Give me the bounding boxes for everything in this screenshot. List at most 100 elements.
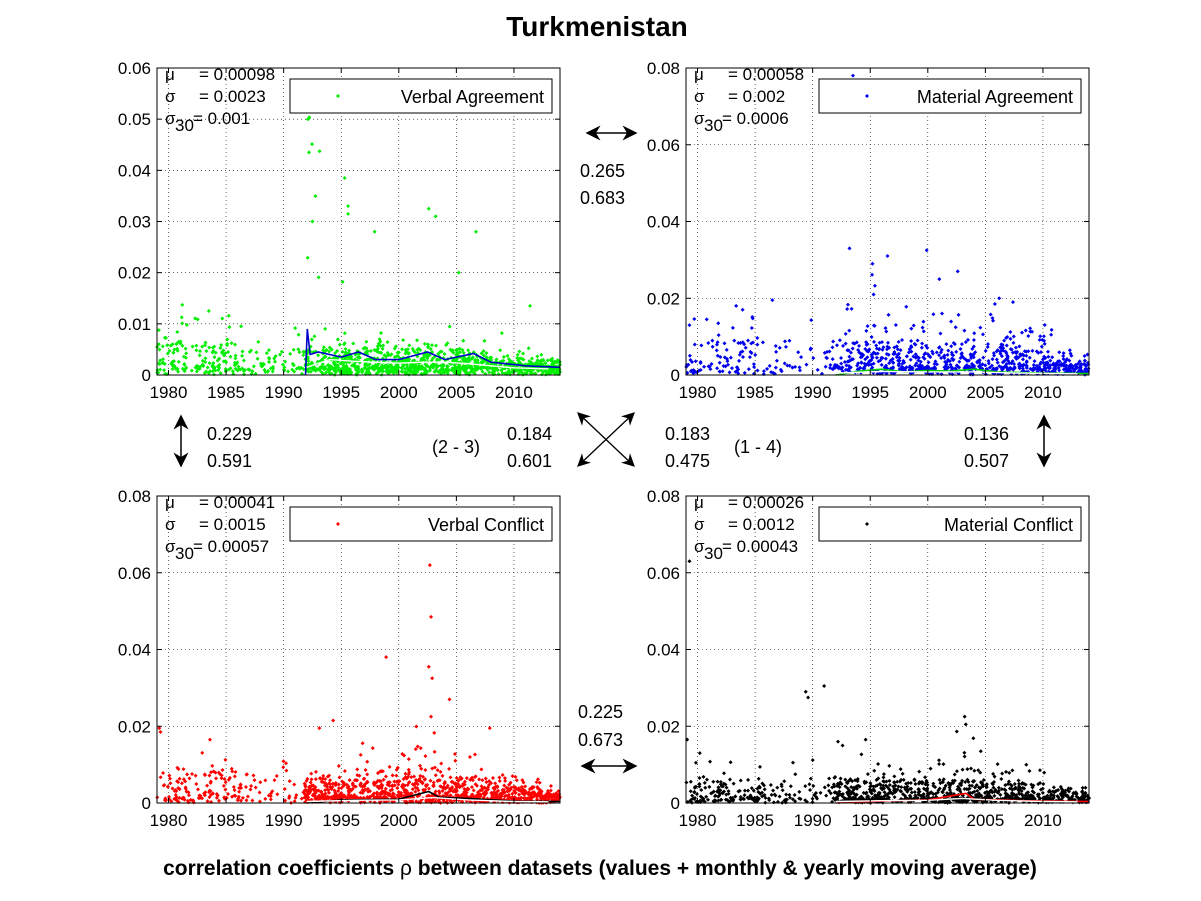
data-point xyxy=(226,349,231,354)
data-point xyxy=(847,328,852,333)
data-point xyxy=(1017,344,1022,349)
data-point xyxy=(486,365,491,370)
data-point xyxy=(175,779,180,784)
data-point xyxy=(1056,365,1061,370)
data-point xyxy=(870,365,875,370)
x-tick-label: 2005 xyxy=(966,383,1004,402)
data-point xyxy=(313,777,318,782)
data-point xyxy=(1041,360,1046,365)
data-point xyxy=(1004,364,1009,369)
y-tick-label: 0.04 xyxy=(647,213,680,232)
data-point xyxy=(1020,366,1025,371)
data-point xyxy=(167,773,172,778)
sigma-symbol: σ xyxy=(165,87,176,106)
data-point xyxy=(1030,329,1035,334)
data-point xyxy=(459,776,464,781)
data-point xyxy=(1049,332,1054,337)
data-point xyxy=(233,769,238,774)
data-point xyxy=(990,316,995,321)
data-point xyxy=(258,780,263,785)
data-point xyxy=(930,351,935,356)
data-point xyxy=(999,342,1004,347)
data-point xyxy=(477,777,482,782)
data-point xyxy=(435,768,440,773)
footer-after: between datasets (values + monthly & yea… xyxy=(412,857,1037,880)
yearly-average-line xyxy=(835,370,1078,375)
data-point xyxy=(434,364,439,369)
data-point xyxy=(305,117,310,122)
data-point xyxy=(706,341,711,346)
data-point xyxy=(423,754,428,759)
data-point xyxy=(414,777,419,782)
data-point xyxy=(209,770,214,775)
data-point xyxy=(518,356,523,361)
data-point xyxy=(156,328,161,333)
data-point xyxy=(529,360,534,365)
x-tick-label: 2005 xyxy=(437,383,475,402)
data-point xyxy=(883,356,888,361)
data-point xyxy=(978,325,983,330)
data-point xyxy=(430,766,435,771)
data-point xyxy=(476,366,481,371)
data-point xyxy=(460,784,465,789)
data-point xyxy=(218,345,223,350)
data-point xyxy=(973,350,978,355)
data-point xyxy=(312,794,317,799)
data-point xyxy=(436,351,441,356)
data-point xyxy=(1057,350,1062,355)
data-point xyxy=(401,776,406,781)
data-point xyxy=(454,785,459,790)
data-point xyxy=(495,784,500,789)
data-point xyxy=(525,796,530,801)
data-point xyxy=(310,219,315,224)
data-point xyxy=(363,363,368,368)
diag-1-4-avg: 0.475 xyxy=(665,451,710,471)
data-point xyxy=(424,363,429,368)
data-point xyxy=(360,787,365,792)
corr-left-avg: 0.591 xyxy=(207,451,252,471)
data-point xyxy=(904,304,909,309)
data-point xyxy=(214,776,219,781)
data-point xyxy=(358,790,363,795)
data-point xyxy=(945,352,950,357)
data-point xyxy=(716,321,721,326)
data-point xyxy=(858,355,863,360)
data-point xyxy=(429,358,434,363)
data-point xyxy=(1061,362,1066,367)
data-point xyxy=(811,356,816,361)
data-point xyxy=(226,791,231,796)
data-point xyxy=(1053,366,1058,371)
data-point xyxy=(501,354,506,359)
data-point xyxy=(1083,366,1088,371)
data-point xyxy=(409,775,414,780)
data-point xyxy=(222,777,227,782)
data-point xyxy=(1013,355,1018,360)
data-point xyxy=(373,364,378,369)
data-point xyxy=(1005,334,1010,339)
data-point xyxy=(337,794,342,799)
data-point xyxy=(180,302,185,307)
data-point xyxy=(998,345,1003,350)
data-point xyxy=(720,369,725,374)
data-point xyxy=(521,780,526,785)
data-point xyxy=(1067,363,1072,368)
data-point xyxy=(921,355,926,360)
data-point xyxy=(989,363,994,368)
data-point xyxy=(858,365,863,370)
data-point xyxy=(751,362,756,367)
data-point xyxy=(447,766,452,771)
data-point xyxy=(279,349,284,354)
data-point xyxy=(365,786,370,791)
data-point xyxy=(382,364,387,369)
data-point xyxy=(176,359,181,364)
data-point xyxy=(348,354,353,359)
data-point xyxy=(879,362,884,367)
data-point xyxy=(365,794,370,799)
data-point xyxy=(870,272,875,277)
data-point xyxy=(746,338,751,343)
data-point xyxy=(804,362,809,367)
data-point xyxy=(544,794,549,799)
data-point xyxy=(335,337,340,342)
data-point xyxy=(200,344,205,349)
data-point xyxy=(438,769,443,774)
